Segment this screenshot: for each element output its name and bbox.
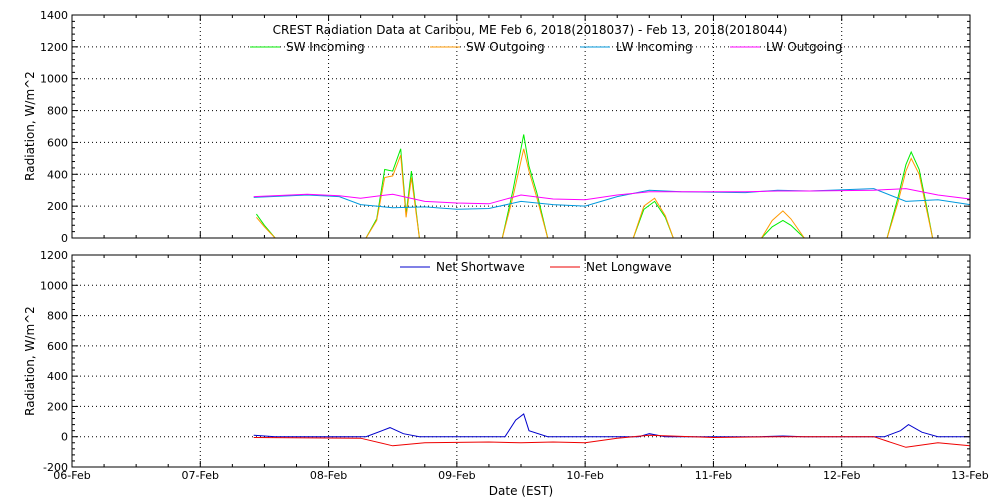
y-ticks-top: 0 200 400 600 800 1000 1200 1400	[40, 9, 971, 245]
series-line-sw-outgoing	[256, 148, 934, 239]
y-tick-label: 1000	[40, 279, 68, 292]
series-line-lw-incoming	[253, 188, 971, 210]
series-top	[253, 134, 971, 239]
x-tick-label: 08-Feb	[310, 469, 347, 482]
y-tick-label: 600	[47, 340, 68, 353]
y-tick-label: 1200	[40, 249, 68, 262]
grid-top	[72, 15, 970, 238]
y-axis-label-bottom: Radiation, W/m^2	[23, 306, 37, 416]
y-tick-label: 1400	[40, 9, 68, 22]
legend-label: Net Shortwave	[436, 260, 525, 274]
x-tick-label: 10-Feb	[566, 469, 603, 482]
legend-top: SW Incoming SW Outgoing LW Incoming LW Outg…	[250, 40, 843, 54]
legend-label: LW Outgoing	[766, 40, 843, 54]
x-ticks: 06-Feb 07-Feb 08-Feb 09-Feb 10-Feb 11-Feb 12-F…	[53, 469, 988, 482]
series-line-lw-outgoing	[253, 188, 971, 205]
grid-bottom	[72, 255, 970, 467]
y-tick-label: 800	[47, 310, 68, 323]
y-tick-label: 0	[61, 431, 68, 444]
legend-label: LW Incoming	[616, 40, 693, 54]
x-tick-label: 07-Feb	[182, 469, 219, 482]
plot-frame-bottom	[71, 254, 971, 468]
legend-label: SW Outgoing	[466, 40, 545, 54]
x-tick-label: 06-Feb	[53, 469, 90, 482]
y-tick-label: 0	[61, 232, 68, 245]
y-tick-label: -200	[43, 461, 68, 474]
chart-title: CREST Radiation Data at Caribou, ME Feb …	[273, 23, 788, 37]
legend-bottom: Net Shortwave Net Longwave	[400, 260, 672, 274]
x-axis-label: Date (EST)	[489, 484, 553, 498]
x-tick-label: 13-Feb	[951, 469, 988, 482]
y-tick-label: 200	[47, 400, 68, 413]
y-tick-label: 1000	[40, 73, 68, 86]
y-axis-label-top: Radiation, W/m^2	[23, 71, 37, 181]
series-bottom	[253, 413, 971, 448]
y-tick-label: 600	[47, 136, 68, 149]
panel-top: 0 200 400 600 800 1000 1200 1400 CREST Radiatio…	[23, 9, 971, 245]
x-tick-label: 12-Feb	[823, 469, 860, 482]
y-ticks-bottom: -200 0 200 400 600 800 1000 1200	[40, 249, 971, 474]
y-tick-label: 400	[47, 168, 68, 181]
series-line-sw-incoming	[255, 134, 934, 239]
legend-label: SW Incoming	[286, 40, 365, 54]
legend-label: Net Longwave	[586, 260, 672, 274]
x-tick-label: 09-Feb	[438, 469, 475, 482]
y-tick-label: 1200	[40, 41, 68, 54]
series-line-net-longwave	[253, 434, 971, 448]
y-tick-label: 800	[47, 105, 68, 118]
series-line-net-shortwave	[253, 413, 970, 438]
y-tick-label: 200	[47, 200, 68, 213]
y-tick-label: 400	[47, 370, 68, 383]
x-tick-label: 11-Feb	[695, 469, 732, 482]
panel-bottom: -200 0 200 400 600 800 1000 1200 06-Feb 07-Feb 08…	[23, 249, 989, 498]
